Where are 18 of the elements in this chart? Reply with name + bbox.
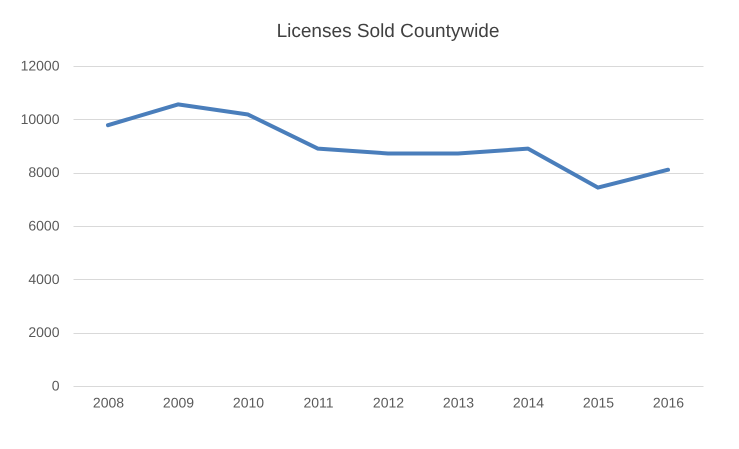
y-tick-label: 6000 xyxy=(28,218,60,234)
x-tick-label: 2013 xyxy=(442,394,474,410)
x-tick-label: 2011 xyxy=(303,394,334,410)
y-tick-label: 0 xyxy=(52,378,60,394)
y-tick-label: 10000 xyxy=(20,110,60,127)
x-tick-label: 2009 xyxy=(162,394,194,410)
y-tick-label: 12000 xyxy=(20,58,60,74)
line-series xyxy=(106,102,670,190)
x-tick-label: 2016 xyxy=(652,394,684,410)
y-tick-label: 2000 xyxy=(28,324,60,340)
x-tick-label: 2008 xyxy=(92,394,124,410)
y-tick-label: 8000 xyxy=(28,164,60,180)
x-tick-label: 2015 xyxy=(582,394,614,410)
x-tick-label: 2014 xyxy=(512,394,544,410)
x-tick-label: 2012 xyxy=(372,394,404,410)
x-tick-label: 2010 xyxy=(232,394,264,410)
chart-title: Licenses Sold Countywide xyxy=(276,21,500,42)
y-tick-label: 4000 xyxy=(28,270,60,287)
